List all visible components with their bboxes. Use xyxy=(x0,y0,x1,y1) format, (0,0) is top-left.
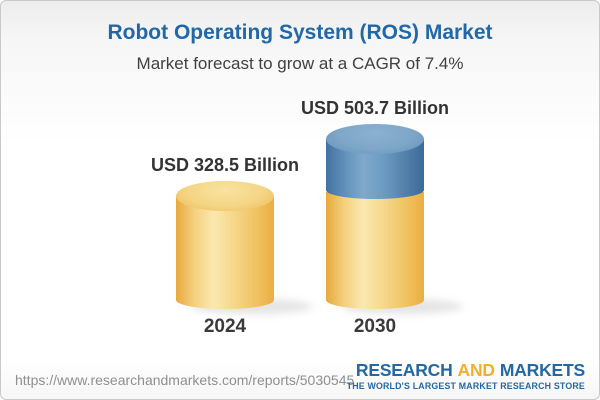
bar-2030-base-segment xyxy=(326,192,424,309)
value-label-2024: USD 328.5 Billion xyxy=(150,155,300,175)
page-title: Robot Operating System (ROS) Market xyxy=(107,21,493,44)
bar-2024-cylinder-top xyxy=(176,181,274,211)
page-subtitle: Market forecast to grow at a CAGR of 7.4… xyxy=(136,54,464,73)
source-url: https://www.researchandmarkets.com/repor… xyxy=(15,372,355,388)
bar-2024-cylinder xyxy=(176,196,274,309)
value-label-2030: USD 503.7 Billion xyxy=(300,98,450,118)
category-label-2024: 2024 xyxy=(203,316,247,337)
research-and-markets-logo: RESEARCH AND MARKETS THE WORLD'S LARGEST… xyxy=(346,360,586,392)
logo-wordmark: RESEARCH AND MARKETS xyxy=(347,360,585,380)
logo-tagline: THE WORLD'S LARGEST MARKET RESEARCH STOR… xyxy=(346,381,585,392)
bar-2030-cylinder-top xyxy=(326,124,424,154)
logo-word-and: AND xyxy=(457,360,496,380)
logo-word-research: RESEARCH xyxy=(355,360,453,380)
logo-word-markets: MARKETS xyxy=(499,360,585,380)
category-label-2030: 2030 xyxy=(353,316,397,337)
